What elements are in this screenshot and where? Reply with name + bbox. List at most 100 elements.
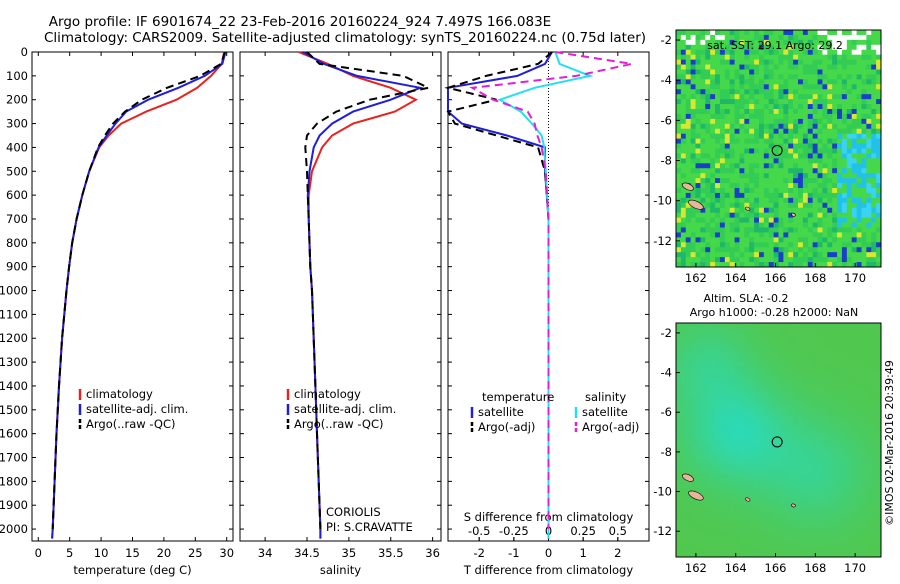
map-cell — [734, 479, 740, 485]
map-cell — [768, 425, 775, 431]
map-cell — [871, 547, 877, 553]
map-cell — [851, 425, 857, 431]
map-cell — [710, 183, 716, 189]
map-cell — [793, 188, 799, 194]
map-cell — [734, 401, 740, 407]
map-cell — [856, 498, 862, 504]
map-cell — [807, 232, 814, 238]
map-cell — [676, 217, 682, 223]
map-cell — [841, 552, 848, 558]
map-cell — [685, 123, 692, 130]
map-cell — [778, 242, 784, 248]
map-cell — [807, 128, 814, 135]
map-cell — [851, 143, 857, 149]
map-cell — [798, 44, 804, 51]
map-cell — [749, 547, 755, 553]
map-cell — [851, 376, 857, 382]
map-cell — [773, 74, 779, 80]
map-cell — [754, 143, 760, 149]
map-cell — [807, 247, 814, 253]
map-cell — [705, 420, 711, 426]
map-cell — [768, 202, 775, 209]
map-cell — [710, 188, 716, 194]
map-cell — [724, 405, 731, 412]
map-cell — [827, 479, 833, 485]
map-cell — [773, 503, 779, 509]
map-x-tick-label: 164 — [725, 561, 747, 575]
map-cell — [719, 479, 726, 485]
map-cell — [763, 74, 770, 80]
map-cell — [841, 232, 848, 238]
map-cell — [851, 222, 857, 228]
map-cell — [739, 454, 745, 460]
map-cell — [861, 396, 867, 402]
map-cell — [715, 153, 721, 159]
map-cell — [822, 143, 828, 149]
map-cell — [832, 513, 838, 519]
map-cell — [719, 435, 726, 441]
map-cell — [773, 227, 779, 233]
map-cell — [758, 366, 765, 373]
map-cell — [758, 153, 765, 159]
map-cell — [680, 49, 687, 56]
map-cell — [851, 323, 857, 329]
map-cell — [680, 371, 687, 378]
map-cell — [837, 168, 843, 174]
map-cell — [754, 381, 760, 387]
map-cell — [754, 430, 760, 436]
map-cell — [773, 54, 779, 61]
map-cell — [676, 323, 682, 329]
map-cell — [710, 513, 716, 519]
map-cell — [744, 39, 750, 46]
map-cell — [685, 327, 692, 334]
map-cell — [827, 183, 833, 189]
map-cell — [710, 168, 716, 174]
map-cell — [866, 444, 872, 451]
map-cell — [685, 518, 692, 524]
map-cell — [807, 69, 814, 75]
map-cell — [680, 420, 687, 426]
map-cell — [817, 527, 823, 534]
map-cell — [705, 532, 711, 538]
map-cell — [685, 532, 692, 538]
map-cell — [773, 94, 779, 100]
map-cell — [871, 435, 877, 441]
map-cell — [871, 537, 877, 543]
annotation-text: PI: S.CRAVATTE — [326, 520, 413, 534]
map-cell — [705, 44, 711, 51]
map-cell — [700, 222, 706, 228]
map-cell — [861, 503, 867, 509]
map-cell — [783, 391, 789, 397]
map-cell — [676, 332, 682, 339]
map-cell — [866, 74, 872, 80]
map-cell — [783, 222, 789, 228]
map-cell — [841, 401, 848, 407]
map-cell — [676, 391, 682, 397]
map-cell — [871, 415, 877, 421]
map-frame — [675, 322, 882, 558]
map-cell — [783, 30, 789, 36]
map-cell — [768, 547, 775, 553]
map-cell — [763, 178, 770, 184]
map-cell — [812, 113, 818, 120]
map-cell — [734, 371, 740, 378]
map-cell — [788, 459, 794, 465]
map-cell — [802, 488, 809, 495]
map-cell — [744, 153, 750, 159]
map-cell — [812, 479, 818, 485]
map-cell — [812, 357, 818, 363]
map-cell — [876, 242, 882, 248]
map-cell — [822, 435, 828, 441]
map-cell — [856, 173, 862, 179]
map-cell — [866, 163, 872, 169]
map-cell — [763, 347, 770, 353]
map-cell — [876, 99, 882, 105]
map-cell — [788, 262, 794, 268]
map-cell — [851, 217, 857, 223]
map-cell — [788, 30, 794, 36]
map-cell — [827, 84, 833, 90]
map-cell — [773, 30, 779, 36]
map-cell — [739, 547, 745, 553]
map-cell — [846, 532, 853, 538]
map-cell — [715, 34, 721, 41]
